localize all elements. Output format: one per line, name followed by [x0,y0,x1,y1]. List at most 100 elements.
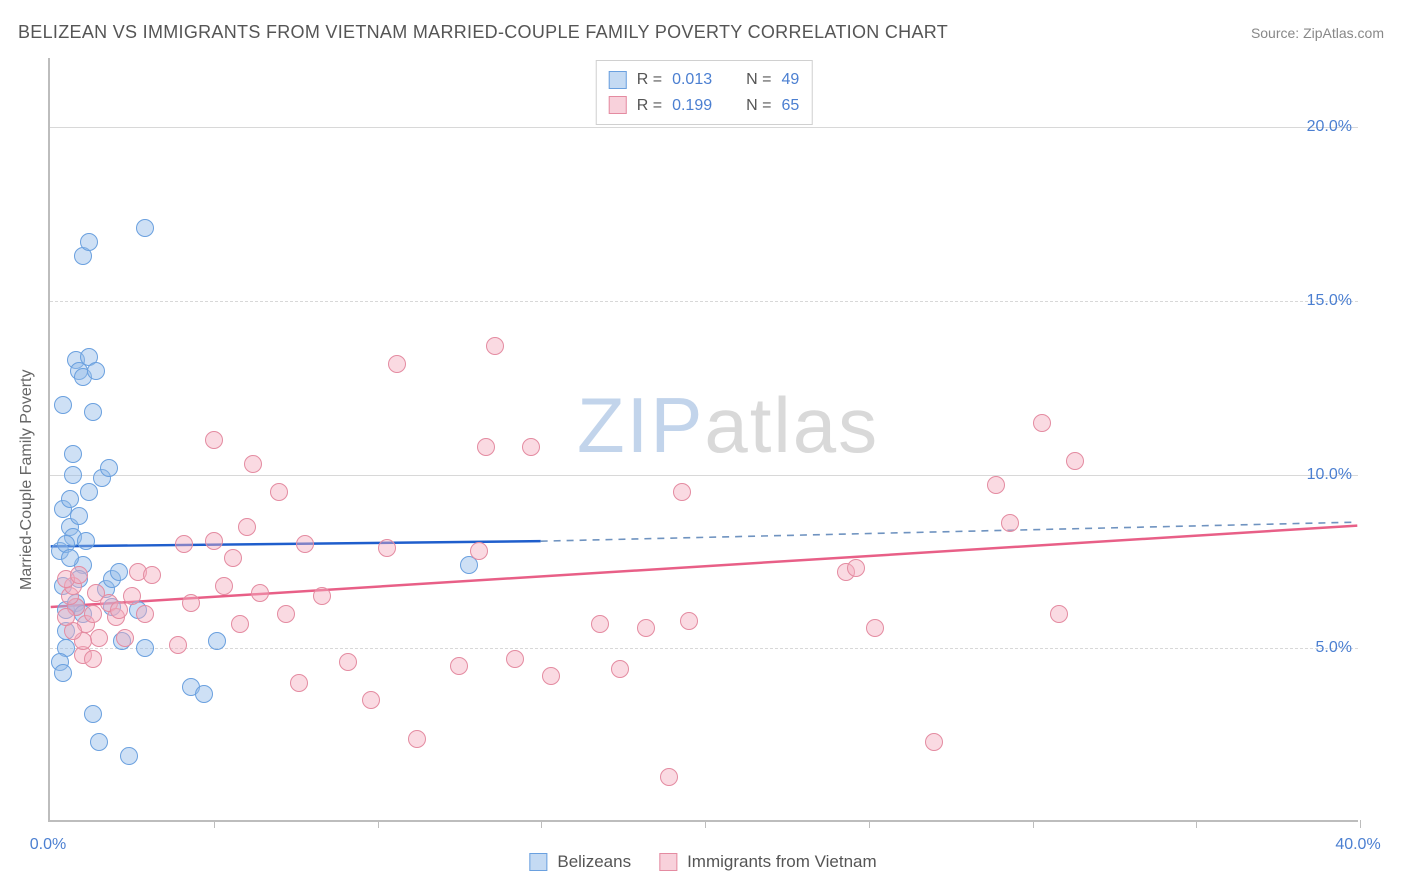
legend-r-label: R = [637,93,662,119]
data-point [84,650,102,668]
data-point [54,664,72,682]
trend-lines [50,58,1358,820]
data-point [251,584,269,602]
data-point [542,667,560,685]
legend-n-label: N = [746,93,771,119]
data-point [673,483,691,501]
data-point [110,601,128,619]
data-point [120,747,138,765]
data-point [100,459,118,477]
data-point [477,438,495,456]
x-tick [869,820,870,828]
legend-row: R = 0.199 N = 65 [609,93,800,119]
legend-swatch [609,71,627,89]
data-point [339,653,357,671]
legend-r-value: 0.199 [672,93,712,119]
data-point [80,483,98,501]
y-tick-label: 15.0% [1307,292,1352,310]
x-tick [541,820,542,828]
data-point [80,233,98,251]
chart-title: BELIZEAN VS IMMIGRANTS FROM VIETNAM MARR… [18,22,948,43]
data-point [231,615,249,633]
data-point [70,566,88,584]
data-point [84,403,102,421]
legend-n-value: 65 [781,93,799,119]
data-point [61,549,79,567]
data-point [1066,452,1084,470]
series-legend: Belizeans Immigrants from Vietnam [529,852,876,872]
data-point [215,577,233,595]
data-point [238,518,256,536]
data-point [175,535,193,553]
data-point [195,685,213,703]
data-point [136,605,154,623]
data-point [54,396,72,414]
grid-line [50,127,1358,128]
data-point [847,559,865,577]
watermark-suffix: atlas [704,381,879,469]
x-tick [705,820,706,828]
legend-n-value: 49 [781,67,799,93]
data-point [680,612,698,630]
grid-line [50,648,1358,649]
legend-row: R =0.013N =49 [609,67,800,93]
data-point [270,483,288,501]
grid-line [50,301,1358,302]
data-point [110,563,128,581]
data-point [205,431,223,449]
data-point [470,542,488,560]
data-point [925,733,943,751]
data-point [90,629,108,647]
data-point [182,594,200,612]
data-point [57,608,75,626]
legend-swatch [659,853,677,871]
legend-label: Immigrants from Vietnam [687,852,877,872]
x-tick-label: 0.0% [30,836,66,854]
data-point [1050,605,1068,623]
legend-r-value: 0.013 [672,67,712,93]
data-point [290,674,308,692]
x-tick [1360,820,1361,828]
data-point [522,438,540,456]
y-tick-label: 5.0% [1316,639,1352,657]
legend-swatch [609,96,627,114]
data-point [660,768,678,786]
data-point [84,705,102,723]
y-tick-label: 10.0% [1307,466,1352,484]
source-label: Source: ZipAtlas.com [1251,25,1384,41]
data-point [506,650,524,668]
data-point [296,535,314,553]
data-point [611,660,629,678]
data-point [388,355,406,373]
data-point [169,636,187,654]
x-tick [1196,820,1197,828]
legend-label: Belizeans [557,852,631,872]
data-point [1001,514,1019,532]
data-point [224,549,242,567]
data-point [87,362,105,380]
legend-item: Belizeans [529,852,631,872]
data-point [64,466,82,484]
data-point [84,605,102,623]
data-point [77,532,95,550]
data-point [1033,414,1051,432]
data-point [378,539,396,557]
data-point [123,587,141,605]
scatter-plot: ZIPatlas R =0.013N =49R =0.199N =65 5.0%… [48,58,1358,822]
data-point [277,605,295,623]
data-point [205,532,223,550]
y-axis-label: Married-Couple Family Poverty [18,369,36,590]
x-tick [214,820,215,828]
data-point [362,691,380,709]
x-tick [1033,820,1034,828]
data-point [143,566,161,584]
correlation-legend: R =0.013N =49R = 0.199 N = 65 [596,60,813,125]
data-point [64,445,82,463]
data-point [136,219,154,237]
data-point [90,733,108,751]
grid-line [50,475,1358,476]
data-point [408,730,426,748]
data-point [866,619,884,637]
data-point [637,619,655,637]
data-point [136,639,154,657]
